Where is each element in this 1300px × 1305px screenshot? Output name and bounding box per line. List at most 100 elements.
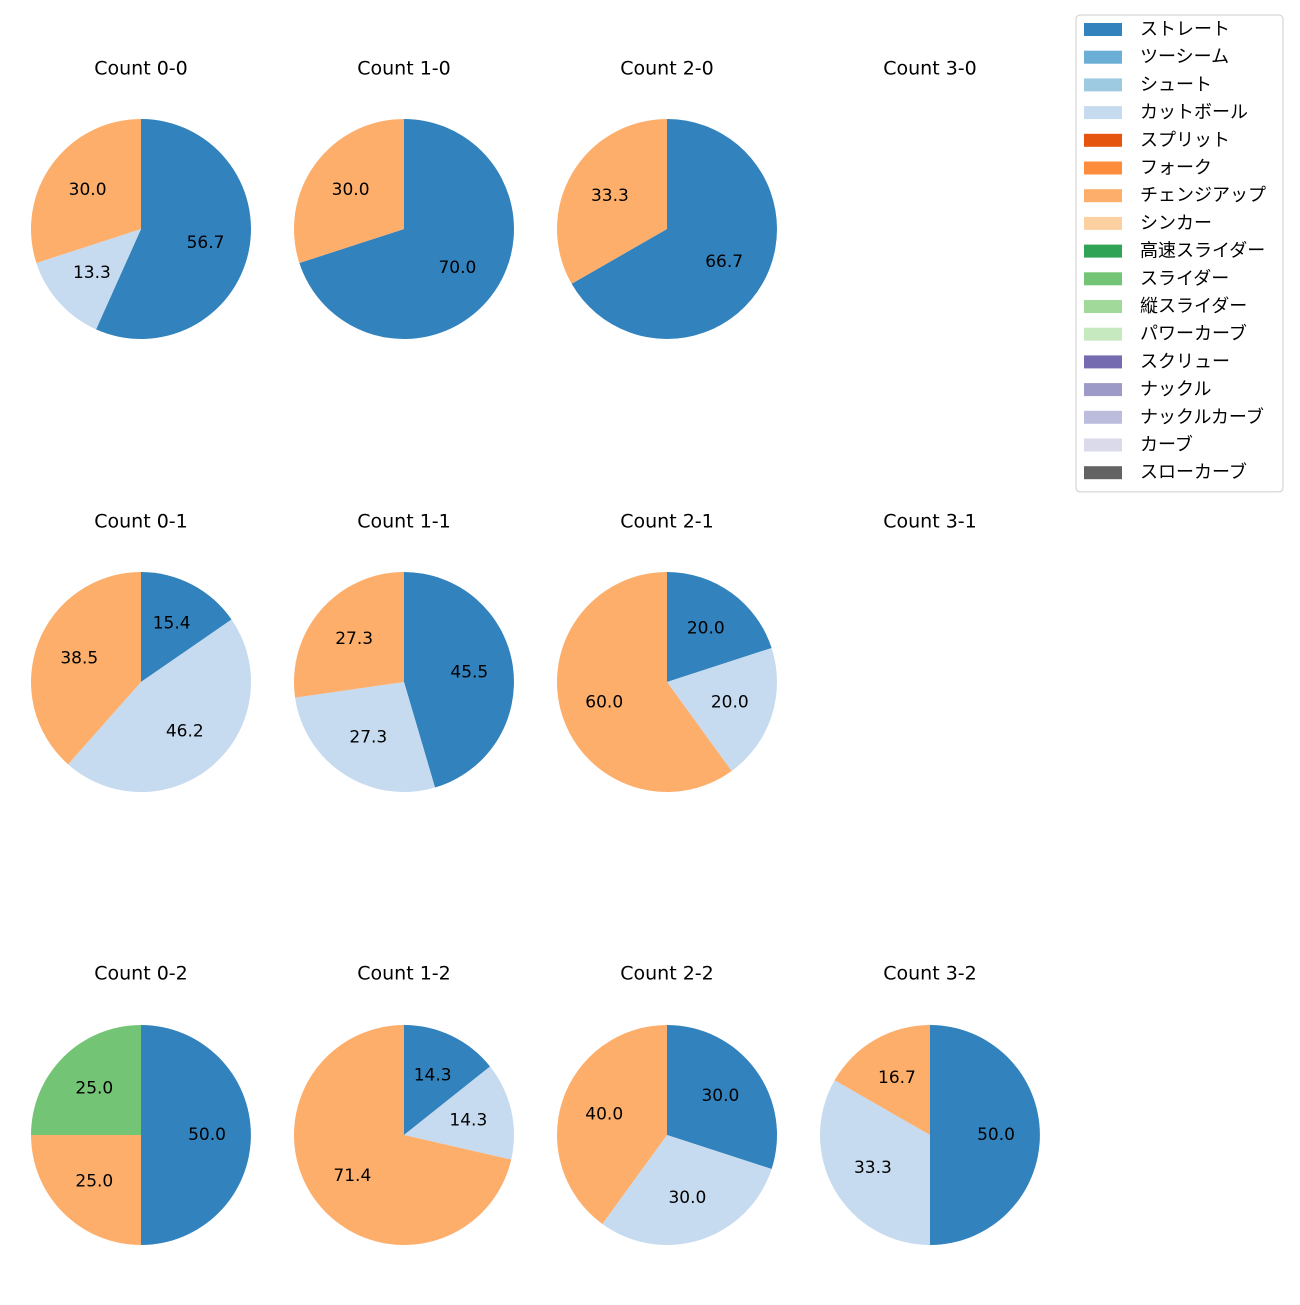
legend-swatch — [1084, 272, 1122, 286]
legend-label: チェンジアップ — [1140, 185, 1266, 206]
pie-slice — [930, 1025, 1040, 1245]
pie-chart: Count 2-0 66.7 33.3 — [556, 58, 777, 339]
pie-slice — [36, 229, 141, 330]
pie-slice-label: 50.0 — [188, 1125, 226, 1145]
pie-chart: Count 1-1 45.5 27.3 27.3 — [294, 511, 514, 792]
legend-label: ツーシーム — [1140, 47, 1229, 68]
pie-slice — [299, 119, 514, 339]
legend-swatch — [1084, 410, 1122, 424]
pie-slice-label: 71.4 — [333, 1166, 371, 1186]
pie-slice — [667, 1025, 778, 1169]
pie-title: Count 1-2 — [357, 963, 451, 985]
pie-slice — [295, 682, 435, 792]
legend-label: スクリュー — [1140, 351, 1230, 372]
pie-title: Count 2-0 — [620, 58, 714, 80]
pie-slice — [293, 118, 404, 263]
pie-slice-label: 30.0 — [69, 180, 107, 200]
pie-chart: Count 3-2 50.0 33.3 16.7 — [819, 963, 1040, 1245]
pie-slice — [819, 1080, 930, 1245]
legend-frame — [1075, 14, 1284, 493]
pie-slice-label: 30.0 — [701, 1086, 739, 1106]
pie-chart: Count 1-0 70.0 30.0 — [293, 58, 514, 339]
pie-slice-label: 14.3 — [449, 1110, 487, 1130]
pie-slice — [31, 1135, 141, 1245]
pie-slice — [667, 572, 772, 682]
pie-slice — [68, 619, 252, 793]
legend-swatch — [1084, 216, 1122, 230]
pie-slice-label: 56.7 — [187, 233, 225, 253]
pie-slice-label: 30.0 — [668, 1188, 706, 1208]
pie-chart: Count 1-2 14.3 14.3 71.4 — [294, 963, 515, 1245]
legend-label: カーブ — [1140, 434, 1193, 456]
legend-label: 縦スライダー — [1140, 296, 1247, 317]
legend-label: カットボール — [1140, 102, 1248, 123]
pie-slice-label: 14.3 — [414, 1066, 452, 1086]
pie-title: Count 3-2 — [883, 963, 977, 985]
pie-slice-label: 33.3 — [854, 1158, 892, 1178]
legend-swatch — [1084, 189, 1122, 203]
legend: ストレートツーシームシュートカットボールスプリットフォークチェンジアップシンカー… — [1075, 14, 1284, 493]
legend-label: シンカー — [1140, 213, 1212, 234]
pie-title: Count 0-1 — [94, 511, 188, 533]
pie-slice-label: 16.7 — [878, 1068, 916, 1088]
pie-slice — [834, 1025, 930, 1135]
pie-slice — [556, 119, 667, 284]
legend-label: シュート — [1140, 74, 1212, 95]
pie-slice-label: 46.2 — [166, 721, 204, 741]
pie-slice — [294, 1025, 512, 1245]
pie-chart: Count 2-1 20.0 20.0 60.0 — [557, 511, 778, 793]
legend-swatch — [1084, 133, 1122, 147]
legend-label: スプリット — [1140, 130, 1230, 151]
pie-chart: Count 2-2 30.0 30.0 40.0 — [556, 963, 778, 1246]
legend-label: ストレート — [1140, 19, 1230, 40]
pie-slice — [141, 572, 232, 682]
pie-slice — [571, 119, 777, 339]
legend-swatch — [1084, 106, 1122, 120]
legend-swatch — [1084, 327, 1122, 341]
pie-slice-label: 33.3 — [591, 186, 629, 206]
pie-slice — [404, 572, 514, 788]
legend-swatch — [1084, 244, 1122, 258]
pie-slice — [141, 1025, 251, 1245]
pie-slice — [667, 648, 778, 771]
pie-title: Count 0-2 — [94, 963, 188, 985]
pie-title: Count 0-0 — [94, 58, 188, 80]
pie-slice — [602, 1135, 772, 1246]
pie-chart: Count 0-2 50.0 25.0 25.0 — [31, 963, 251, 1245]
pie-slice — [96, 119, 251, 339]
legend-label: ナックル — [1140, 379, 1211, 400]
legend-swatch — [1084, 383, 1122, 397]
legend-label: パワーカーブ — [1140, 323, 1247, 345]
pie-slice — [557, 572, 732, 793]
pie-chart: Count 3-1 — [883, 511, 977, 533]
pie-slice-label: 27.3 — [335, 629, 373, 649]
pie-slice-label: 66.7 — [705, 252, 743, 272]
legend-swatch — [1084, 50, 1122, 64]
pie-slice-label: 30.0 — [332, 180, 370, 200]
pie-slice-label: 50.0 — [977, 1125, 1015, 1145]
legend-swatch — [1084, 161, 1122, 175]
pie-slice-label: 60.0 — [585, 692, 623, 712]
pie-slice — [30, 118, 141, 263]
legend-label: フォーク — [1140, 158, 1212, 179]
pie-slice — [404, 1066, 515, 1160]
legend-swatch — [1084, 438, 1122, 452]
pie-title: Count 1-1 — [357, 511, 451, 533]
pie-slice — [31, 1025, 141, 1135]
pie-slice-label: 25.0 — [75, 1078, 113, 1098]
pie-slice-label: 20.0 — [711, 692, 749, 712]
legend-label: スローカーブ — [1140, 461, 1247, 483]
pie-slice — [294, 572, 404, 698]
pie-slice-label: 70.0 — [438, 258, 476, 278]
pie-chart: Count 0-1 15.4 46.2 38.5 — [30, 511, 252, 793]
legend-swatch — [1084, 355, 1122, 369]
pie-slice-label: 27.3 — [349, 728, 387, 748]
pie-title: Count 2-1 — [620, 511, 714, 533]
pie-chart: Count 3-0 — [883, 58, 977, 80]
pie-title: Count 3-1 — [883, 511, 977, 533]
pie-slice-label: 25.0 — [75, 1172, 113, 1192]
legend-swatch — [1084, 466, 1122, 480]
legend-label: ナックルカーブ — [1140, 406, 1264, 428]
